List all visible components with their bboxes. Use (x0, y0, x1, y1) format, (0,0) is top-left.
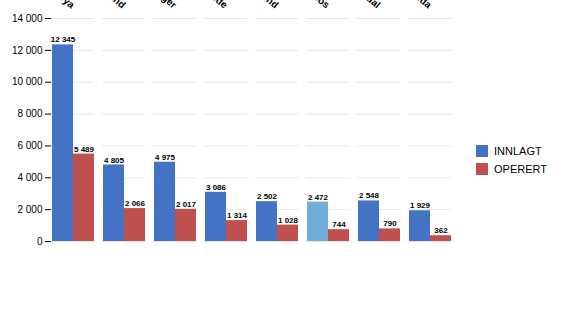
svg-text:14 000: 14 000 (12, 13, 43, 24)
html-text:OPERERT: OPERERT (494, 162, 547, 175)
svg-text:2 548: 2 548 (359, 191, 380, 200)
svg-text:Levanger: Levanger (138, 0, 179, 10)
svg-text:1 314: 1 314 (227, 211, 248, 220)
svg-text:Orkdal: Orkdal (351, 0, 383, 11)
html-text:INNLAGT: INNLAGT (494, 144, 542, 157)
svg-text:744: 744 (332, 220, 346, 229)
svg-text:2 502: 2 502 (257, 192, 278, 201)
svg-text:Ålesund: Ålesund (90, 0, 128, 10)
svg-text:Kristiansund: Kristiansund (227, 0, 281, 10)
svg-text:4 975: 4 975 (155, 153, 176, 162)
svg-text:Namsos: Namsos (295, 0, 332, 11)
svg-text:2 066: 2 066 (125, 199, 146, 208)
svg-text:St.Olav - Øya: St.Olav - Øya (22, 0, 77, 11)
svg-text:10 000: 10 000 (12, 76, 43, 87)
svg-text:3 086: 3 086 (206, 183, 227, 192)
svg-text:1 929: 1 929 (410, 201, 431, 210)
svg-text:0: 0 (37, 236, 43, 247)
svg-text:6 000: 6 000 (17, 140, 42, 151)
svg-text:Volda: Volda (406, 0, 434, 11)
svg-text:2 017: 2 017 (176, 200, 197, 209)
svg-text:12 345: 12 345 (51, 35, 76, 44)
svg-text:Molde: Molde (201, 0, 231, 11)
svg-text:2 000: 2 000 (17, 204, 42, 215)
svg-text:12 000: 12 000 (12, 45, 43, 56)
svg-text:1 028: 1 028 (278, 216, 299, 225)
svg-text:790: 790 (383, 219, 397, 228)
svg-text:2 472: 2 472 (308, 193, 329, 202)
svg-text:4 805: 4 805 (104, 156, 125, 165)
svg-text:8 000: 8 000 (17, 108, 42, 119)
svg-text:362: 362 (434, 226, 448, 235)
svg-text:5 489: 5 489 (74, 145, 95, 154)
svg-text:4 000: 4 000 (17, 172, 42, 183)
